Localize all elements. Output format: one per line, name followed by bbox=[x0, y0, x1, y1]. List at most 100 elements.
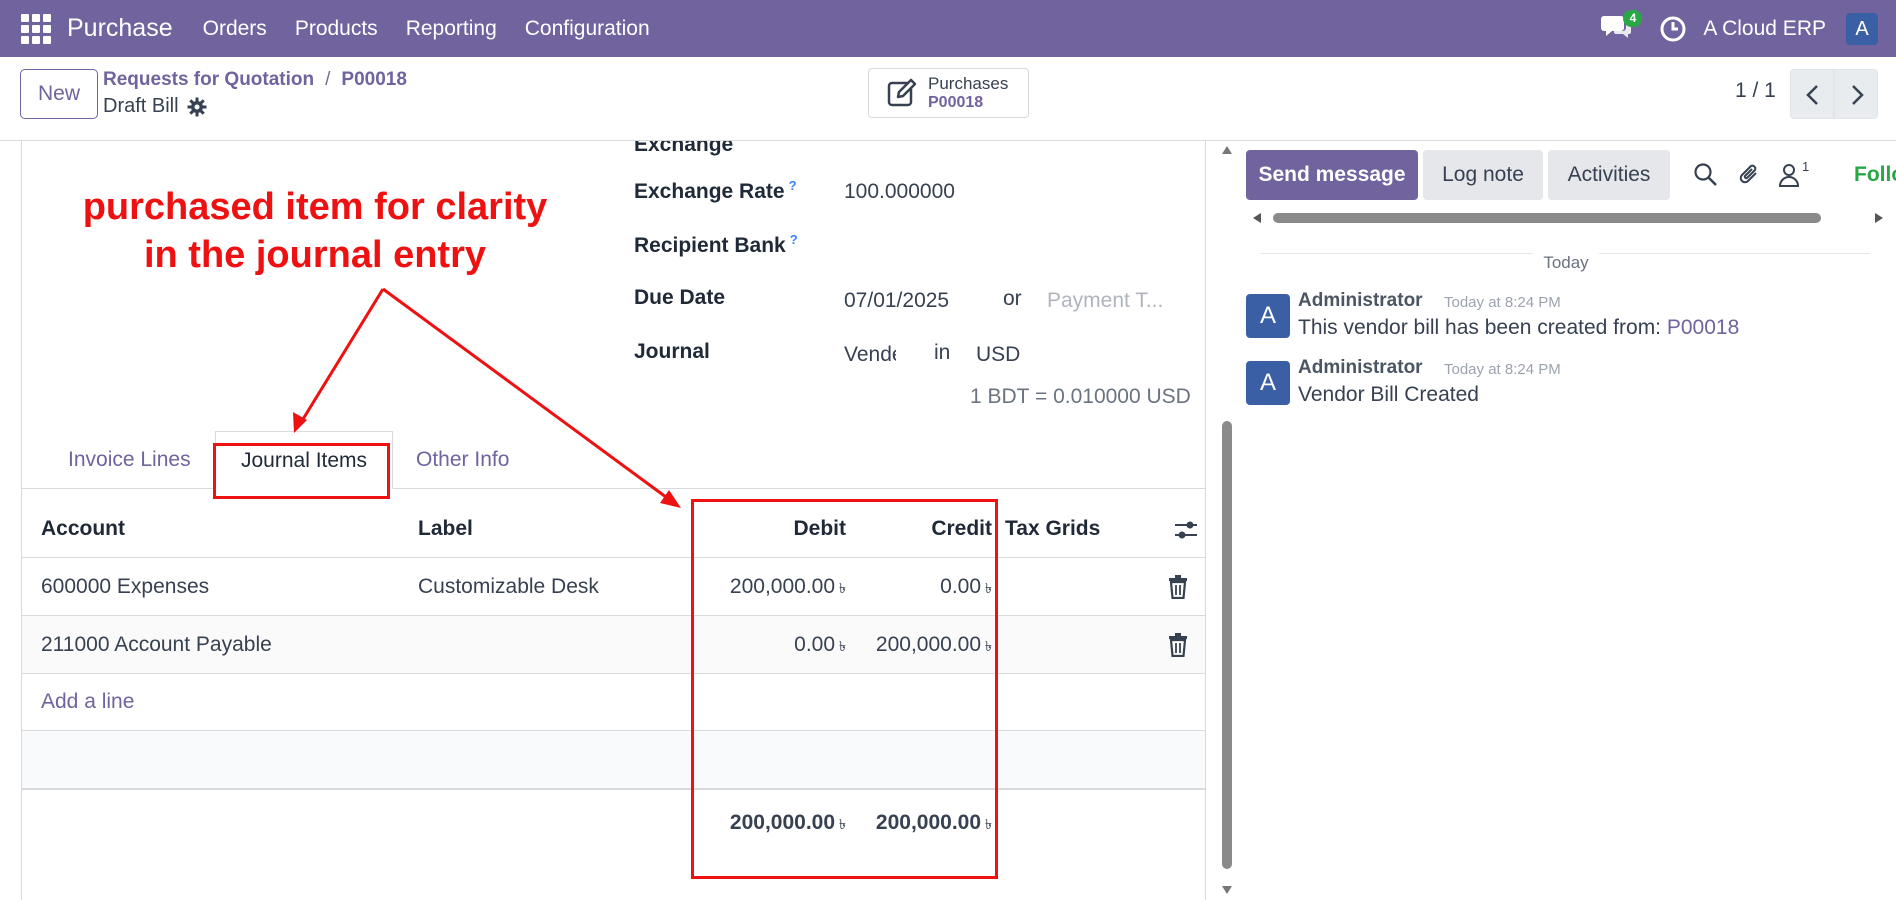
column-settings-icon[interactable] bbox=[1174, 519, 1198, 541]
scroll-left-icon[interactable] bbox=[1252, 212, 1262, 224]
message-body: Vendor Bill Created bbox=[1298, 383, 1479, 406]
or-text: or bbox=[1003, 287, 1022, 310]
pager-next-button[interactable] bbox=[1834, 69, 1878, 119]
follow-button[interactable]: Follow bbox=[1854, 163, 1896, 186]
chevron-left-icon bbox=[1806, 85, 1818, 105]
table-empty-row bbox=[22, 731, 1205, 790]
row-credit[interactable]: 0.00 ৳ bbox=[940, 575, 992, 598]
table-footer: 200,000.00 ৳ 200,000.00 ৳ bbox=[22, 790, 1205, 860]
message-link[interactable]: P00018 bbox=[1666, 316, 1740, 339]
chevron-right-icon bbox=[1852, 85, 1864, 105]
activity-clock-icon[interactable] bbox=[1659, 15, 1687, 43]
breadcrumb-po[interactable]: P00018 bbox=[341, 69, 407, 90]
smart-button-title: Purchases bbox=[928, 74, 1009, 93]
form-sheet: Exchange Exchange Rate? 100.000000 Recip… bbox=[21, 141, 1206, 900]
column-label[interactable]: Label bbox=[418, 517, 473, 540]
total-debit: 200,000.00 ৳ bbox=[729, 811, 846, 834]
annotation-line-1: purchased item for clarity bbox=[82, 186, 548, 228]
scroll-down-icon[interactable] bbox=[1221, 885, 1233, 895]
app-name[interactable]: Purchase bbox=[67, 14, 173, 42]
column-tax-grids[interactable]: Tax Grids bbox=[1005, 517, 1101, 540]
messaging-icon[interactable]: 4 bbox=[1601, 9, 1643, 46]
due-date-input[interactable]: 07/01/2025 bbox=[844, 289, 950, 312]
column-account[interactable]: Account bbox=[41, 517, 125, 540]
add-line-link[interactable]: Add a line bbox=[41, 690, 135, 713]
exchange-rate-value[interactable]: 100.000000 bbox=[844, 180, 955, 203]
pager-previous-button[interactable] bbox=[1790, 69, 1834, 119]
apps-menu-icon[interactable] bbox=[19, 12, 53, 46]
message-count-badge: 4 bbox=[1623, 9, 1643, 27]
user-avatar[interactable]: A bbox=[1846, 12, 1878, 45]
row-credit[interactable]: 200,000.00 ৳ bbox=[875, 633, 992, 656]
row-debit[interactable]: 200,000.00 ৳ bbox=[729, 575, 846, 598]
message-date: Today at 8:24 PM bbox=[1444, 294, 1561, 311]
message-author[interactable]: Administrator bbox=[1298, 290, 1423, 311]
column-credit[interactable]: Credit bbox=[931, 517, 992, 540]
send-message-button[interactable]: Send message bbox=[1246, 150, 1418, 200]
scroll-right-icon[interactable] bbox=[1874, 212, 1884, 224]
chatter-panel: Send message Log note Activities 1 Follo… bbox=[1236, 141, 1896, 900]
trash-icon[interactable] bbox=[1167, 633, 1189, 657]
scrollbar-thumb[interactable] bbox=[1273, 213, 1821, 223]
breadcrumb-rfq[interactable]: Requests for Quotation bbox=[103, 69, 315, 90]
smart-button-value: P00018 bbox=[928, 94, 984, 111]
row-account[interactable]: 600000 Expenses bbox=[41, 575, 210, 598]
annotation-columns-highlight bbox=[691, 499, 998, 879]
chatter-horizontal-scrollbar[interactable] bbox=[1250, 209, 1886, 225]
exchange-label: Exchange bbox=[634, 141, 734, 156]
menu-configuration[interactable]: Configuration bbox=[524, 16, 650, 40]
row-label[interactable]: Customizable Desk bbox=[418, 575, 599, 598]
tab-journal-items[interactable]: Journal Items bbox=[215, 431, 394, 489]
in-text: in bbox=[934, 341, 951, 364]
date-separator: Today bbox=[1236, 253, 1896, 273]
row-debit[interactable]: 0.00 ৳ bbox=[794, 633, 846, 656]
top-navbar: Purchase Orders Products Reporting Confi… bbox=[0, 0, 1896, 57]
followers-icon[interactable] bbox=[1778, 162, 1804, 188]
author-avatar[interactable]: A bbox=[1246, 294, 1290, 338]
follower-count: 1 bbox=[1802, 159, 1810, 174]
journal-label: Journal bbox=[634, 340, 710, 363]
exchange-rate-label: Exchange Rate? bbox=[634, 178, 797, 203]
activities-button[interactable]: Activities bbox=[1548, 150, 1670, 200]
currency-input[interactable]: USD bbox=[976, 343, 1021, 366]
log-note-button[interactable]: Log note bbox=[1423, 150, 1543, 200]
purchases-smart-button[interactable]: Purchases P00018 bbox=[868, 68, 1029, 118]
scroll-up-icon[interactable] bbox=[1221, 145, 1233, 155]
control-panel: New Requests for Quotation / P00018 Draf… bbox=[0, 57, 1896, 141]
trash-icon[interactable] bbox=[1167, 575, 1189, 599]
company-switcher[interactable]: A Cloud ERP bbox=[1703, 16, 1826, 40]
tab-other-info[interactable]: Other Info bbox=[416, 448, 510, 471]
author-avatar[interactable]: A bbox=[1246, 361, 1290, 405]
annotation-text: purchased item for clarity in the journa… bbox=[40, 183, 590, 279]
table-row[interactable]: 600000 Expenses Customizable Desk 200,00… bbox=[22, 558, 1205, 616]
new-button[interactable]: New bbox=[20, 69, 98, 119]
column-debit[interactable]: Debit bbox=[793, 517, 847, 540]
add-line-row: Add a line bbox=[22, 674, 1205, 731]
pager-value[interactable]: 1 / 1 bbox=[1735, 79, 1776, 102]
search-icon[interactable] bbox=[1693, 162, 1719, 188]
table-row[interactable]: 211000 Account Payable 0.00 ৳ 200,000.00 ৳ bbox=[22, 616, 1205, 674]
record-name: Draft Bill bbox=[103, 95, 179, 117]
breadcrumb-separator: / bbox=[325, 69, 331, 90]
scrollbar-thumb[interactable] bbox=[1222, 421, 1232, 869]
message-author[interactable]: Administrator bbox=[1298, 357, 1423, 378]
form-vertical-scrollbar[interactable] bbox=[1218, 141, 1236, 900]
menu-reporting[interactable]: Reporting bbox=[405, 16, 497, 40]
payment-terms-input[interactable]: Payment T... bbox=[1047, 289, 1164, 312]
journal-input[interactable]: Vendé bbox=[844, 343, 896, 366]
total-credit: 200,000.00 ৳ bbox=[875, 811, 992, 834]
menu-products[interactable]: Products bbox=[294, 16, 378, 40]
gear-icon[interactable] bbox=[187, 97, 207, 117]
notebook-tabs: Invoice Lines Journal Items Other Info bbox=[22, 431, 1205, 489]
message-body: This vendor bill has been created from: … bbox=[1298, 316, 1740, 339]
breadcrumb: Requests for Quotation / P00018 bbox=[103, 69, 407, 91]
due-date-label: Due Date bbox=[634, 286, 726, 309]
menu-orders[interactable]: Orders bbox=[202, 16, 267, 40]
exchange-rate-note: 1 BDT = 0.010000 USD bbox=[970, 385, 1191, 408]
tab-invoice-lines[interactable]: Invoice Lines bbox=[68, 448, 191, 471]
row-account[interactable]: 211000 Account Payable bbox=[41, 633, 272, 656]
table-header: Account Label Debit Credit Tax Grids bbox=[22, 499, 1205, 558]
annotation-line-2: in the journal entry bbox=[143, 234, 487, 276]
annotation-tab-highlight bbox=[213, 443, 390, 499]
paperclip-icon[interactable] bbox=[1737, 162, 1763, 188]
